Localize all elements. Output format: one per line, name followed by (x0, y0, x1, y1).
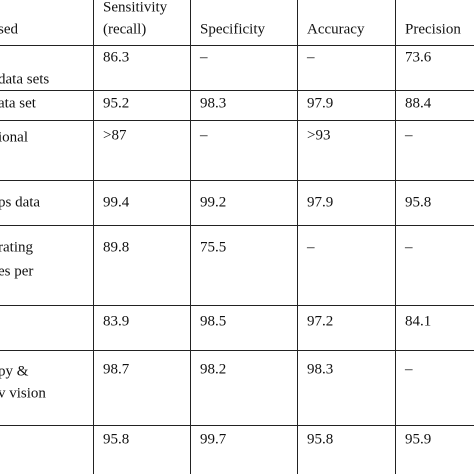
cell: 98.2 (200, 361, 226, 377)
row-label: ps data (0, 194, 40, 210)
header-cell: (recall) (103, 21, 146, 37)
cell: – (404, 361, 413, 377)
cell: 97.9 (307, 194, 333, 210)
cell: 89.8 (103, 239, 129, 255)
cell: >87 (103, 127, 127, 143)
cell: 97.9 (307, 95, 333, 111)
cell: 86.3 (103, 49, 129, 65)
cell: 95.8 (405, 194, 431, 210)
cell: 98.5 (200, 313, 226, 329)
row-label: ata set (0, 95, 37, 111)
cell: – (404, 127, 413, 143)
header-cell: Sensitivity (103, 0, 168, 15)
cell: >93 (307, 127, 330, 143)
header-cell: Precision (405, 21, 461, 37)
row-label: rating (0, 239, 33, 255)
cell: 95.2 (103, 95, 129, 111)
row-label: es per (0, 263, 33, 279)
cell: 97.2 (307, 313, 333, 329)
cell: – (199, 49, 208, 65)
cell: 99.4 (103, 194, 130, 210)
cell: 83.9 (103, 313, 129, 329)
cell: – (199, 127, 208, 143)
cell: 75.5 (200, 239, 226, 255)
cell: 95.8 (103, 431, 129, 447)
row-label: ional (0, 129, 28, 145)
cell: 73.6 (405, 49, 432, 65)
cell: – (404, 239, 413, 255)
cell: – (306, 239, 315, 255)
cell: 98.3 (307, 361, 333, 377)
cell: – (306, 49, 315, 65)
header-cell: Specificity (200, 21, 265, 37)
header-cell: Accuracy (307, 21, 365, 37)
cell: 98.7 (103, 361, 130, 377)
cell: 99.7 (200, 431, 227, 447)
header-cell: sed (0, 21, 18, 37)
cell: 95.9 (405, 431, 431, 447)
cell: 98.3 (200, 95, 226, 111)
cell: 99.2 (200, 194, 226, 210)
cell: 84.1 (405, 313, 431, 329)
cell: 88.4 (405, 95, 432, 111)
cell: 95.8 (307, 431, 333, 447)
row-label: py & (0, 363, 29, 379)
row-label: v vision (0, 385, 46, 401)
row-label: data sets (0, 71, 49, 87)
